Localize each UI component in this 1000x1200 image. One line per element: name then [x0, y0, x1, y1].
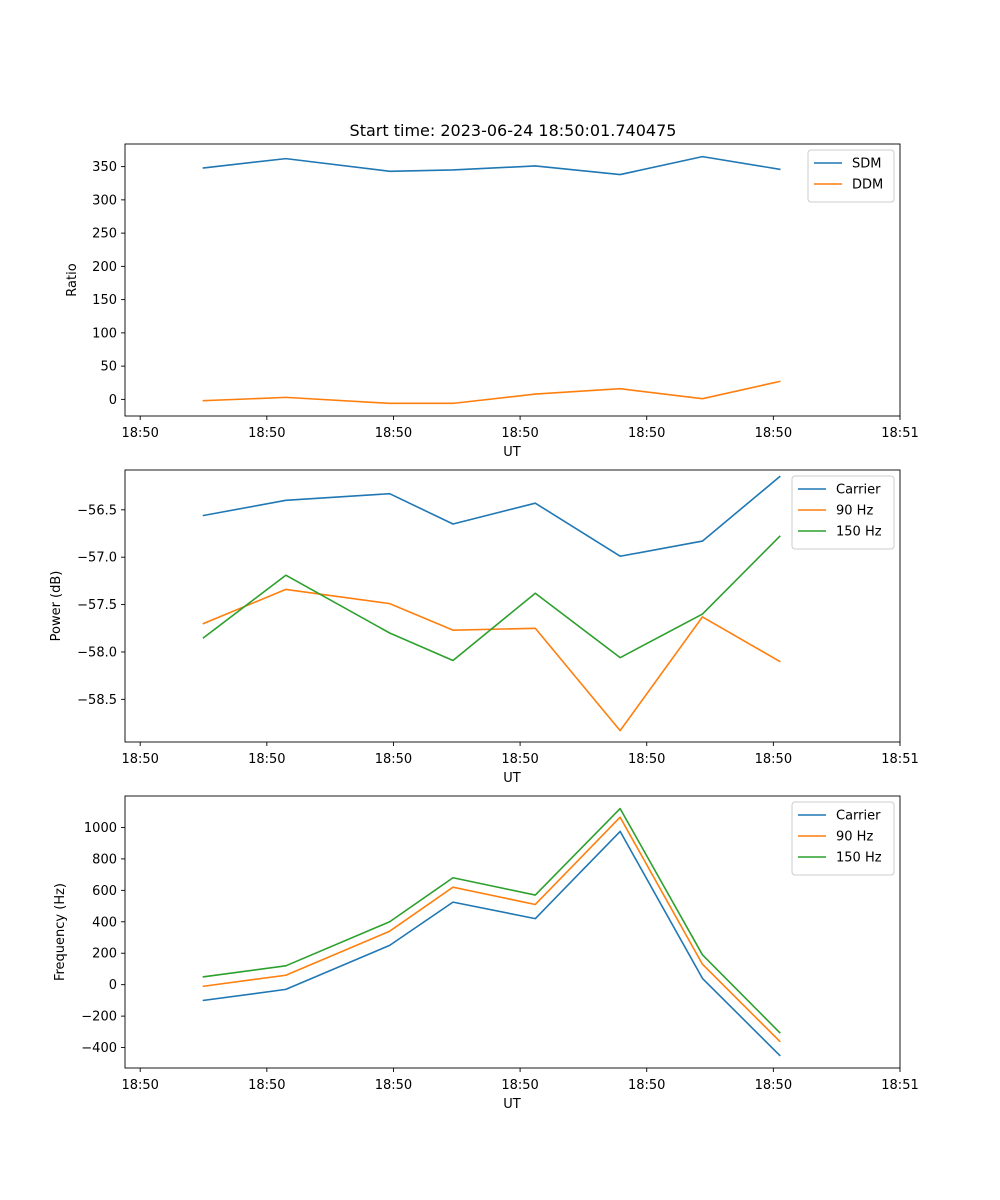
chart-panels: 18:50 18:50 18:50 18:50 18:50 18:50 18:51 0 50 10…: [49, 143, 919, 1112]
x-tick-label: 18:50: [501, 752, 538, 767]
y-tick-label: 100: [92, 326, 117, 341]
axes-frame: [124, 469, 901, 743]
x-axis-label: UT: [503, 445, 521, 460]
x-tick-label: 18:50: [755, 426, 792, 441]
legend: SDM DDM: [807, 149, 895, 203]
y-tick-label: −400: [81, 1041, 117, 1056]
series-line-1-2: [202, 380, 781, 405]
y-tick-label: 350: [92, 160, 117, 175]
y-tick-label: 50: [100, 360, 117, 375]
y-tick-label: 600: [92, 884, 117, 899]
x-tick-label: 18:51: [881, 426, 918, 441]
series-line-2-3: [202, 535, 781, 662]
x-tick-label: 18:51: [881, 1078, 918, 1093]
y-axis-label: Power (dB): [49, 571, 64, 642]
legend-label: Carrier: [836, 809, 881, 824]
y-tick-label: 250: [92, 227, 117, 242]
x-tick-label: 18:50: [628, 426, 665, 441]
y-tick-label: 1000: [84, 821, 117, 836]
x-tick-label: 18:50: [248, 1078, 285, 1093]
y-axis-label: Frequency (Hz): [53, 883, 68, 981]
x-axis-label: UT: [503, 1097, 521, 1112]
legend-label: 90 Hz: [836, 830, 873, 845]
y-tick-label: 0: [109, 393, 117, 408]
y-tick-label: 800: [92, 852, 117, 867]
x-tick-label: 18:50: [121, 752, 158, 767]
y-tick-label: 200: [92, 947, 117, 962]
series-line-2-1: [202, 475, 781, 558]
y-tick-label: −58.0: [77, 645, 117, 660]
series-line-3-2: [202, 816, 781, 1043]
x-tick-label: 18:50: [121, 1078, 158, 1093]
y-tick-label: −200: [81, 1010, 117, 1025]
x-tick-label: 18:50: [375, 752, 412, 767]
y-tick-label: −57.0: [77, 551, 117, 566]
x-tick-label: 18:50: [755, 752, 792, 767]
panel-3: 18:50 18:50 18:50 18:50 18:50 18:50 18:51 −400 −…: [53, 795, 919, 1112]
figure-title: Start time: 2023-06-24 18:50:01.740475: [350, 121, 677, 140]
x-tick-label: 18:50: [628, 1078, 665, 1093]
x-tick-label: 18:50: [375, 426, 412, 441]
x-tick-label: 18:50: [628, 752, 665, 767]
legend-label: SDM: [852, 157, 881, 172]
x-tick-label: 18:51: [881, 752, 918, 767]
y-tick-label: 0: [109, 978, 117, 993]
panel-2: 18:50 18:50 18:50 18:50 18:50 18:50 18:51 −58.5…: [49, 469, 919, 786]
y-axis-label: Ratio: [65, 263, 80, 296]
y-tick-label: −57.5: [77, 598, 117, 613]
x-tick-label: 18:50: [755, 1078, 792, 1093]
legend-label: Carrier: [836, 483, 881, 498]
y-tick-label: −58.5: [77, 693, 117, 708]
x-tick-label: 18:50: [248, 426, 285, 441]
x-axis-label: UT: [503, 771, 521, 786]
y-tick-label: 200: [92, 260, 117, 275]
legend: Carrier 90 Hz 150 Hz: [791, 801, 895, 876]
x-tick-label: 18:50: [501, 1078, 538, 1093]
y-tick-label: 300: [92, 193, 117, 208]
series-line-1-1: [202, 155, 781, 176]
y-tick-label: 400: [92, 915, 117, 930]
legend-label: 90 Hz: [836, 504, 873, 519]
x-tick-label: 18:50: [501, 426, 538, 441]
series-line-3-3: [202, 807, 781, 1034]
x-tick-label: 18:50: [375, 1078, 412, 1093]
x-tick-label: 18:50: [121, 426, 158, 441]
legend-label: DDM: [852, 178, 883, 193]
x-tick-label: 18:50: [248, 752, 285, 767]
legend-label: 150 Hz: [836, 525, 882, 540]
legend-label: 150 Hz: [836, 851, 882, 866]
axes-frame: [124, 143, 901, 417]
series-line-2-2: [202, 588, 781, 732]
legend: Carrier 90 Hz 150 Hz: [791, 475, 895, 550]
series-line-3-1: [202, 830, 781, 1057]
y-tick-label: −56.5: [77, 503, 117, 518]
axes-frame: [124, 795, 901, 1069]
y-tick-label: 150: [92, 293, 117, 308]
panel-1: 18:50 18:50 18:50 18:50 18:50 18:50 18:51 0 50 10…: [65, 143, 919, 460]
